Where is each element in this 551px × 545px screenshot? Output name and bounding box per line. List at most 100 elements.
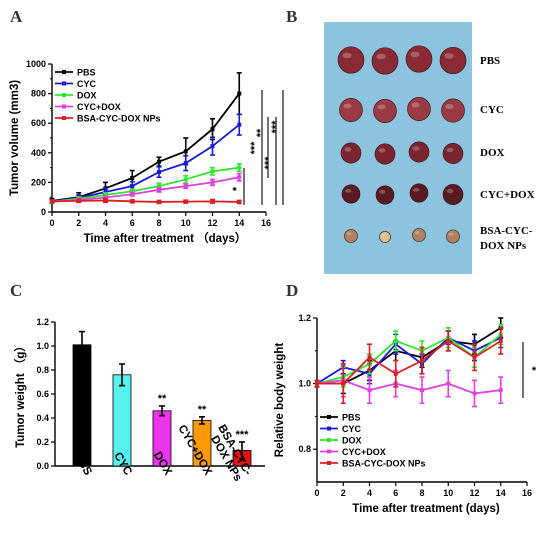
x-tick-label: 4 xyxy=(103,218,108,228)
data-point xyxy=(157,170,161,175)
significance-label: *** xyxy=(263,156,275,170)
tumor-highlight xyxy=(446,147,454,153)
data-point xyxy=(183,199,188,204)
bar xyxy=(72,344,92,467)
tumor-highlight xyxy=(413,187,420,192)
legend-marker xyxy=(327,449,331,454)
legend-marker xyxy=(327,461,331,465)
data-point xyxy=(420,388,424,393)
data-point xyxy=(237,175,242,180)
tumor xyxy=(409,183,429,203)
series-line xyxy=(51,166,240,203)
data-point xyxy=(367,355,372,360)
y-tick-label: 1.2 xyxy=(36,317,49,327)
panel-letter-c: C xyxy=(10,281,22,300)
data-point xyxy=(157,184,161,189)
panel-letter-a: A xyxy=(10,7,23,26)
data-point xyxy=(210,144,215,149)
panel-a-tumor-volume-chart: A 0 2 4 6 8 10 12 14 16 0 200 400 600 800 1000 Time aft… xyxy=(9,7,284,245)
tumor-highlight xyxy=(444,53,454,59)
data-point xyxy=(130,175,135,180)
legend-entry: CYC xyxy=(77,79,97,89)
y-tick-label: 0.0 xyxy=(36,461,49,471)
y-tick-label: 1.2 xyxy=(298,313,311,323)
legend-entry: CYC xyxy=(342,424,362,434)
legend-entry: PBS xyxy=(77,68,96,78)
photo-label-cyc-dox: CYC+DOX xyxy=(480,189,535,201)
tumor-highlight xyxy=(379,189,386,194)
tumor-highlight xyxy=(345,188,352,193)
tumor-highlight xyxy=(445,103,454,110)
data-point xyxy=(183,184,188,189)
legend-marker xyxy=(62,93,66,97)
tumor-highlight xyxy=(446,188,454,194)
tumor xyxy=(442,143,464,165)
data-point xyxy=(393,338,398,343)
data-point xyxy=(210,127,215,132)
plot-area: 0 2 4 6 8 10 12 14 16 0.8 1.0 1.2 Time after treatme… xyxy=(274,313,537,515)
series-line xyxy=(51,176,240,203)
legend-entry: PBS xyxy=(342,413,361,423)
y-tick-label: 1000 xyxy=(26,59,46,69)
legend-marker xyxy=(327,426,331,431)
data-point xyxy=(237,122,242,127)
x-tick-label: 2 xyxy=(341,488,346,498)
legend-entry: BSA-CYC-DOX NPs xyxy=(77,114,161,124)
tumor-highlight xyxy=(344,147,352,152)
data-point xyxy=(210,180,215,185)
tumor xyxy=(412,228,426,242)
y-tick-label: 0.4 xyxy=(36,413,49,423)
series-bsa-cyc-dox-nps xyxy=(314,327,504,405)
legend-marker xyxy=(327,415,331,419)
data-point xyxy=(157,199,161,204)
tumor xyxy=(339,97,363,123)
tumor-highlight xyxy=(448,232,454,236)
data-point xyxy=(446,338,451,343)
series-cyc-dox xyxy=(49,172,242,204)
tumor xyxy=(374,143,396,165)
legend-marker xyxy=(62,70,66,74)
data-point xyxy=(237,91,242,96)
data-point xyxy=(446,381,451,386)
x-tick-label: 2 xyxy=(76,218,81,228)
series-line xyxy=(316,379,501,395)
data-point xyxy=(130,199,135,204)
data-point xyxy=(103,192,108,197)
y-axis-label: Relative body weight xyxy=(274,343,286,458)
y-axis-label: Tumor weight （g） xyxy=(13,340,27,448)
tumor xyxy=(441,98,465,123)
tumor-highlight xyxy=(381,233,386,237)
data-point xyxy=(472,355,477,360)
x-tick-label: 0 xyxy=(49,218,54,228)
tumor xyxy=(439,46,467,75)
panel-letter-d: D xyxy=(286,281,298,300)
significance-label: * xyxy=(231,186,243,191)
tumor-highlight xyxy=(414,231,420,235)
series-line xyxy=(51,123,240,203)
x-tick-label: 10 xyxy=(181,218,191,228)
tumor xyxy=(344,229,358,243)
tumor xyxy=(379,231,391,243)
tumor xyxy=(373,98,397,124)
tumor-photo: PBS CYC DOX CYC+DOX BSA-CYC- DOX NPs xyxy=(324,22,535,274)
data-point xyxy=(393,371,398,376)
data-point xyxy=(472,391,477,396)
data-point xyxy=(130,189,135,194)
y-tick-label: 400 xyxy=(31,148,46,158)
legend-entry: CYC+DOX xyxy=(77,102,121,112)
data-point xyxy=(130,184,135,189)
tumor xyxy=(408,141,430,163)
data-point xyxy=(130,192,135,197)
x-tick-label: 12 xyxy=(207,218,217,228)
tumor-highlight xyxy=(377,104,386,110)
tumor-highlight xyxy=(342,52,352,59)
x-tick-label: 10 xyxy=(443,488,453,498)
data-point xyxy=(237,165,242,170)
tumor-highlight xyxy=(378,148,386,153)
series-bsa-cyc-dox-nps xyxy=(49,197,242,205)
data-point xyxy=(157,159,161,164)
tumor-highlight xyxy=(411,102,420,108)
tumor xyxy=(375,185,395,205)
